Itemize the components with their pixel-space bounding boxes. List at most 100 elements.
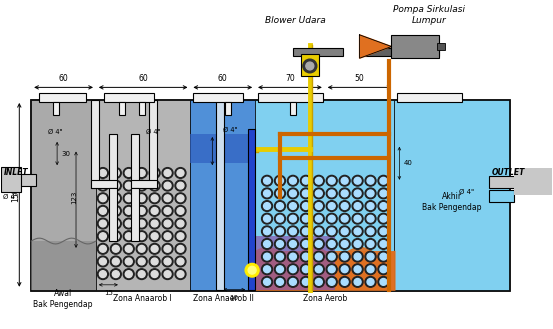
Circle shape [177, 233, 184, 240]
Circle shape [112, 233, 119, 240]
Circle shape [177, 258, 184, 265]
Circle shape [151, 258, 158, 265]
Circle shape [123, 206, 134, 216]
Circle shape [354, 266, 361, 273]
Text: Bak Pengendap: Bak Pengendap [422, 203, 482, 212]
Circle shape [339, 277, 350, 287]
Circle shape [112, 208, 119, 214]
Circle shape [326, 239, 337, 249]
Circle shape [100, 245, 106, 252]
Circle shape [354, 253, 361, 260]
Circle shape [300, 213, 311, 224]
Text: 15: 15 [105, 290, 113, 296]
Bar [255, 251, 394, 290]
Text: Zona Anaarob I: Zona Anaarob I [113, 294, 172, 303]
Circle shape [289, 177, 296, 184]
Circle shape [126, 258, 132, 265]
Circle shape [100, 258, 106, 265]
Circle shape [264, 215, 270, 222]
Circle shape [136, 193, 147, 204]
Circle shape [380, 215, 387, 222]
Circle shape [288, 264, 299, 275]
Bar [149, 100, 156, 188]
Circle shape [276, 228, 284, 235]
Circle shape [162, 269, 173, 279]
Circle shape [288, 188, 299, 199]
Circle shape [341, 240, 348, 247]
Circle shape [380, 177, 387, 184]
Circle shape [326, 213, 337, 224]
Circle shape [100, 182, 106, 189]
Bar [398, 93, 462, 102]
Text: Ø 4": Ø 4" [459, 189, 474, 195]
Circle shape [97, 256, 108, 267]
Circle shape [123, 243, 134, 254]
Circle shape [177, 182, 184, 189]
Circle shape [341, 203, 348, 210]
Circle shape [276, 190, 284, 197]
Circle shape [314, 277, 324, 287]
Circle shape [367, 253, 374, 260]
Text: Bak Pengendap: Bak Pengendap [33, 300, 93, 309]
Circle shape [314, 188, 324, 199]
Circle shape [262, 213, 273, 224]
Circle shape [151, 182, 158, 189]
Circle shape [341, 228, 348, 235]
Text: Blower Udara: Blower Udara [264, 16, 325, 25]
Circle shape [262, 239, 273, 249]
Circle shape [162, 218, 173, 229]
Circle shape [354, 177, 361, 184]
Circle shape [380, 240, 387, 247]
Circle shape [274, 175, 285, 186]
Circle shape [289, 240, 296, 247]
Bar [31, 100, 96, 290]
Circle shape [289, 266, 296, 273]
Circle shape [300, 188, 311, 199]
Circle shape [289, 278, 296, 285]
Circle shape [367, 278, 374, 285]
Bar [301, 54, 319, 76]
Circle shape [276, 240, 284, 247]
Circle shape [302, 266, 309, 273]
Circle shape [262, 188, 273, 199]
Circle shape [339, 226, 350, 237]
Bar [489, 190, 514, 202]
Text: 150: 150 [11, 187, 20, 202]
Circle shape [136, 243, 147, 254]
Circle shape [303, 59, 317, 73]
Circle shape [111, 269, 121, 279]
Circle shape [380, 278, 387, 285]
Circle shape [164, 195, 171, 202]
Circle shape [175, 167, 186, 178]
Circle shape [354, 203, 361, 210]
Circle shape [300, 239, 311, 249]
Circle shape [276, 253, 284, 260]
Circle shape [339, 239, 350, 249]
Bar [96, 100, 190, 290]
Circle shape [339, 213, 350, 224]
Circle shape [151, 195, 158, 202]
Circle shape [274, 213, 285, 224]
Circle shape [149, 167, 160, 178]
Bar [392, 35, 439, 58]
Bar [489, 176, 519, 188]
Circle shape [136, 206, 147, 216]
Bar [119, 102, 125, 114]
Circle shape [97, 231, 108, 241]
Bar [225, 102, 231, 114]
Circle shape [300, 175, 311, 186]
Circle shape [100, 169, 106, 176]
Circle shape [352, 251, 363, 262]
Circle shape [162, 180, 173, 191]
Circle shape [288, 175, 299, 186]
Bar [53, 102, 59, 114]
Circle shape [138, 182, 145, 189]
Circle shape [315, 253, 322, 260]
Bar [190, 100, 255, 290]
Circle shape [274, 251, 285, 262]
Circle shape [315, 190, 322, 197]
Circle shape [302, 177, 309, 184]
Circle shape [123, 269, 134, 279]
Circle shape [354, 278, 361, 285]
Circle shape [365, 188, 376, 199]
